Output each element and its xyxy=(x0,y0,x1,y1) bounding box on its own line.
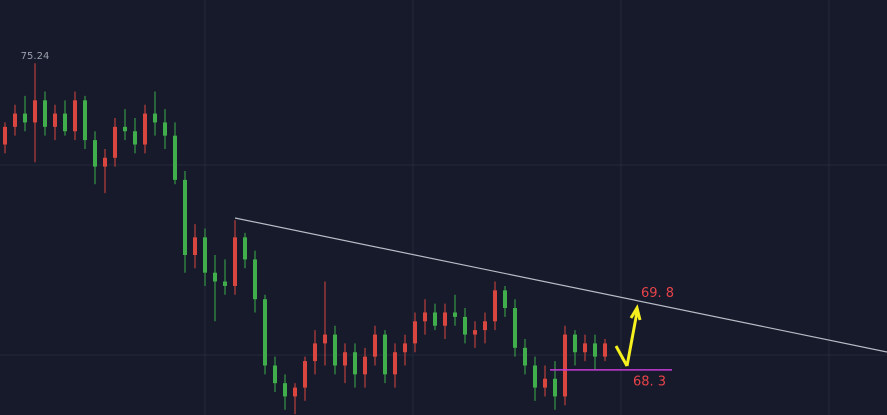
candle-body xyxy=(53,113,57,127)
candle-body xyxy=(133,131,137,145)
candle-body xyxy=(183,179,187,256)
candle-body xyxy=(73,100,77,132)
candle-body xyxy=(173,135,177,180)
candle-body xyxy=(3,126,7,145)
candle-body xyxy=(603,343,607,357)
candle-body xyxy=(393,352,397,375)
candle-body xyxy=(343,352,347,366)
candle-body xyxy=(103,157,107,167)
candle-body xyxy=(223,281,227,286)
candle-body xyxy=(403,343,407,353)
candle-body xyxy=(43,100,47,127)
candle-body xyxy=(253,259,257,300)
candle-body xyxy=(473,330,477,335)
candle-body xyxy=(373,334,377,357)
arrows xyxy=(614,304,642,367)
candle-body xyxy=(323,334,327,344)
candle-body xyxy=(93,140,97,167)
candle-body xyxy=(353,352,357,375)
candle-body xyxy=(83,100,87,141)
candle-body xyxy=(553,378,557,397)
candle-body xyxy=(193,237,197,256)
candle-body xyxy=(433,312,437,326)
candle-body xyxy=(423,312,427,322)
arrow xyxy=(625,311,639,367)
candle-body xyxy=(443,312,447,326)
candle-body xyxy=(243,237,247,260)
candle-body xyxy=(123,126,127,132)
candle-body xyxy=(63,113,67,132)
candle-body xyxy=(503,290,507,309)
candle-body xyxy=(513,308,517,348)
candle-body xyxy=(363,356,367,375)
candle-body xyxy=(563,334,567,397)
arrow xyxy=(614,345,629,367)
candle-body xyxy=(113,126,117,158)
candle-body xyxy=(543,378,547,388)
candle-body xyxy=(333,334,337,366)
candle-body xyxy=(523,347,527,366)
candle-body xyxy=(263,299,267,366)
high-label: 75.24 xyxy=(21,51,50,62)
candle-body xyxy=(233,237,237,286)
candle-body xyxy=(493,290,497,322)
trend-line xyxy=(234,217,887,353)
candle-body xyxy=(33,100,37,123)
candle-body xyxy=(293,387,297,397)
candle-body xyxy=(413,321,417,344)
candle-body xyxy=(273,365,277,384)
candle-body xyxy=(453,312,457,317)
candle-body xyxy=(383,334,387,375)
arrow-head xyxy=(629,304,642,321)
candle-body xyxy=(143,113,147,145)
candle-body xyxy=(593,343,597,357)
candle-body xyxy=(533,365,537,388)
candles xyxy=(3,63,607,415)
candle-body xyxy=(483,321,487,331)
candle-body xyxy=(13,113,17,127)
candle-body xyxy=(213,272,217,282)
price-label: 69. 8 xyxy=(641,286,674,301)
candle-body xyxy=(583,343,587,353)
candle-body xyxy=(463,316,467,335)
candle-body xyxy=(153,113,157,123)
price-label: 68. 3 xyxy=(633,374,666,389)
candle-body xyxy=(203,237,207,273)
candle-body xyxy=(313,343,317,362)
candle-body xyxy=(23,113,27,123)
candle-body xyxy=(573,334,577,353)
candle-body xyxy=(283,383,287,397)
candle-body xyxy=(303,361,307,388)
candle-body xyxy=(163,122,167,136)
